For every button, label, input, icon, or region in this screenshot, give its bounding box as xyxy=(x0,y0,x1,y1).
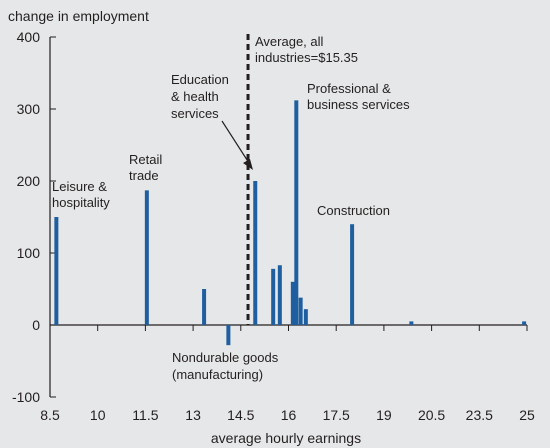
education-health-label: Education xyxy=(171,72,229,87)
x-tick-label: 8.5 xyxy=(40,407,60,423)
y-tick-label: 200 xyxy=(17,173,41,189)
bar xyxy=(54,217,59,325)
y-tick-label: 0 xyxy=(32,317,40,333)
bar xyxy=(294,100,299,325)
education-health-label: services xyxy=(171,106,219,121)
bar xyxy=(202,289,207,325)
y-tick-label: 100 xyxy=(17,245,41,261)
y-tick-label: -100 xyxy=(12,389,40,405)
bar xyxy=(271,268,276,325)
bar xyxy=(144,190,149,325)
bar xyxy=(303,309,308,325)
average-label: industries=$15.35 xyxy=(255,50,358,65)
x-axis-title: average hourly earnings xyxy=(211,430,361,446)
x-tick-label: 25 xyxy=(519,407,535,423)
x-tick-label: 23.5 xyxy=(466,407,493,423)
education-arrow-head xyxy=(243,159,253,170)
retail-trade-label: trade xyxy=(129,168,159,183)
bar xyxy=(350,224,355,325)
y-tick-label: 400 xyxy=(17,29,41,45)
x-tick-label: 19 xyxy=(376,407,392,423)
education-health-label: & health xyxy=(171,89,219,104)
bar xyxy=(277,265,282,325)
y-tick-label: 300 xyxy=(17,101,41,117)
x-tick-label: 11.5 xyxy=(132,407,158,423)
construction-label: Construction xyxy=(317,203,390,218)
x-tick-label: 20.5 xyxy=(418,407,445,423)
y-axis-title: change in employment xyxy=(8,8,149,24)
education-arrow-line xyxy=(221,120,250,164)
professional-business-label: business services xyxy=(307,97,410,112)
x-tick-label: 10 xyxy=(90,407,106,423)
x-tick-label: 13 xyxy=(185,407,201,423)
bar xyxy=(298,297,303,325)
average-label: Average, all xyxy=(255,34,324,49)
retail-trade-label: Retail xyxy=(129,152,162,167)
bar xyxy=(290,281,295,325)
bar xyxy=(409,321,414,325)
x-tick-label: 14.5 xyxy=(227,407,254,423)
bar xyxy=(226,325,231,346)
nondurable-goods-label: (manufacturing) xyxy=(172,367,263,382)
leisure-hospitality-label: hospitality xyxy=(52,195,110,210)
x-tick-label: 16 xyxy=(281,407,297,423)
professional-business-label: Professional & xyxy=(307,81,391,96)
bar xyxy=(522,321,527,325)
x-tick-label: 17.5 xyxy=(323,407,350,423)
bar xyxy=(253,181,258,325)
nondurable-goods-label: Nondurable goods xyxy=(172,350,279,365)
leisure-hospitality-label: Leisure & xyxy=(52,179,107,194)
